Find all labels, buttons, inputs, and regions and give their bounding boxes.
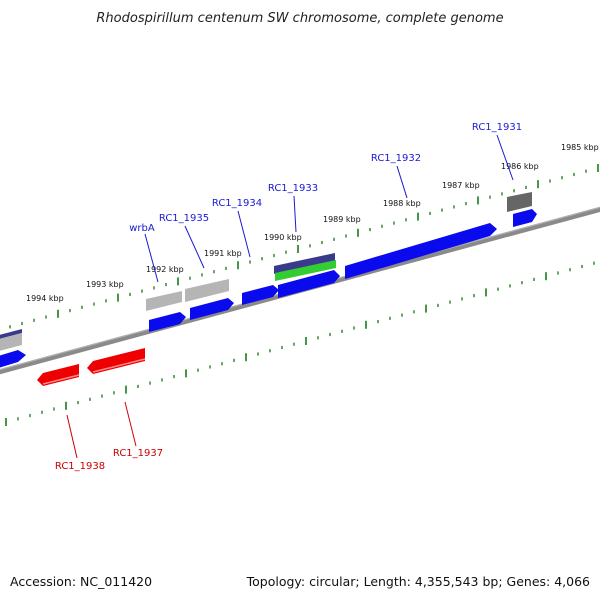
gene-label-rc1-1938[interactable]: RC1_1938 xyxy=(55,461,105,472)
kbp-label-1994: 1994 kbp xyxy=(26,294,64,303)
feature-rc1-1933-purple[interactable] xyxy=(274,253,335,274)
gene-rc1-1932[interactable] xyxy=(345,223,497,279)
map-title: Rhodospirillum centenum SW chromosome, c… xyxy=(96,11,503,26)
leader-rc1-1934 xyxy=(237,210,251,258)
label-leaders xyxy=(66,134,514,459)
gene-rc1-1938[interactable] xyxy=(37,364,79,386)
kbp-label-1993: 1993 kbp xyxy=(86,280,124,289)
gene-label-rc1-1937[interactable]: RC1_1937 xyxy=(113,448,163,459)
kbp-label-1989: 1989 kbp xyxy=(323,215,361,224)
leader-rc1-1935 xyxy=(184,225,205,269)
leader-rc1-1931 xyxy=(496,134,514,181)
gene-label-rc1-1932[interactable]: RC1_1932 xyxy=(371,153,421,164)
gene-rc1-1935[interactable] xyxy=(190,298,234,320)
shade-rc1-1938 xyxy=(42,374,80,385)
pseudogene-wrba[interactable] xyxy=(146,291,182,311)
accession-text: Accession: NC_011420 xyxy=(10,574,152,589)
gene-label-wrba[interactable]: wrbA xyxy=(129,223,155,234)
pseudogene-rc1-1935[interactable] xyxy=(185,279,229,302)
gene-features xyxy=(0,192,537,386)
kbp-label-1985: 1985 kbp xyxy=(561,143,599,152)
leader-rc1-1932 xyxy=(396,165,408,199)
feature-partial-purple[interactable] xyxy=(0,329,22,340)
tick-track-lower xyxy=(5,261,595,426)
leader-rc1-1933 xyxy=(293,195,297,233)
leader-rc1-1938 xyxy=(66,414,78,459)
feature-partial-gray[interactable] xyxy=(0,333,22,352)
genome-summary-text: Topology: circular; Length: 4,355,543 bp… xyxy=(246,574,590,589)
gene-rc1-1933[interactable] xyxy=(278,270,340,298)
gene-rc1-1931[interactable] xyxy=(513,209,537,227)
gene-wrba[interactable] xyxy=(149,312,186,332)
pseudogene-rc1-1931[interactable] xyxy=(507,192,532,212)
kbp-label-1987: 1987 kbp xyxy=(442,181,480,190)
leader-wrba xyxy=(144,233,159,283)
gene-rc1-1934[interactable] xyxy=(242,285,279,305)
gene-rc1-1937[interactable] xyxy=(87,348,145,374)
kbp-label-1990: 1990 kbp xyxy=(264,233,302,242)
gene-label-rc1-1933[interactable]: RC1_1933 xyxy=(268,183,318,194)
gene-label-rc1-1935[interactable]: RC1_1935 xyxy=(159,213,209,224)
kbp-label-1986: 1986 kbp xyxy=(501,162,539,171)
leader-rc1-1937 xyxy=(124,401,137,447)
feature-rc1-1933-green[interactable] xyxy=(275,260,336,281)
kbp-label-1988: 1988 kbp xyxy=(383,199,421,208)
shade-rc1-1937 xyxy=(92,358,146,373)
gene-partial-forward[interactable] xyxy=(0,350,26,369)
gene-label-rc1-1934[interactable]: RC1_1934 xyxy=(212,198,262,209)
kbp-label-1992: 1992 kbp xyxy=(146,265,184,274)
kbp-label-1991: 1991 kbp xyxy=(204,249,242,258)
gene-label-rc1-1931[interactable]: RC1_1931 xyxy=(472,122,522,133)
tick-track-upper xyxy=(9,164,599,329)
